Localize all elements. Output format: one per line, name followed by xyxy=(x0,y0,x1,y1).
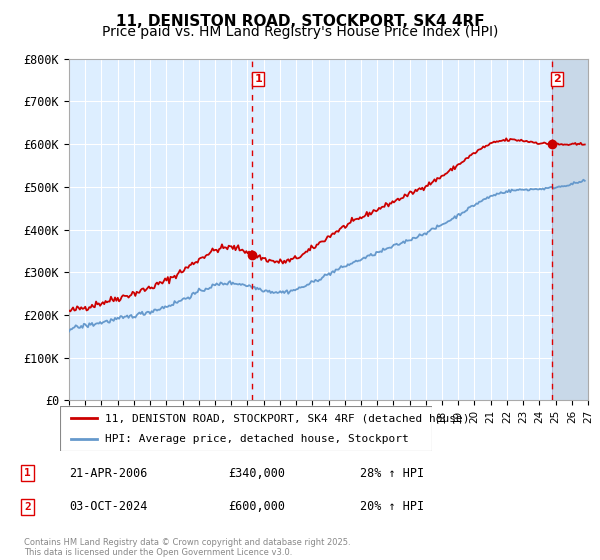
Text: 28% ↑ HPI: 28% ↑ HPI xyxy=(360,466,424,480)
Text: Contains HM Land Registry data © Crown copyright and database right 2025.
This d: Contains HM Land Registry data © Crown c… xyxy=(24,538,350,557)
Text: £600,000: £600,000 xyxy=(228,500,285,514)
Text: 1: 1 xyxy=(24,468,31,478)
Text: Price paid vs. HM Land Registry's House Price Index (HPI): Price paid vs. HM Land Registry's House … xyxy=(102,25,498,39)
Bar xyxy=(551,59,588,400)
Text: 2: 2 xyxy=(24,502,31,512)
Text: £340,000: £340,000 xyxy=(228,466,285,480)
FancyBboxPatch shape xyxy=(60,406,432,451)
Text: 21-APR-2006: 21-APR-2006 xyxy=(69,466,148,480)
Text: 1: 1 xyxy=(254,74,262,84)
Text: 20% ↑ HPI: 20% ↑ HPI xyxy=(360,500,424,514)
Bar xyxy=(551,59,588,400)
Text: 2: 2 xyxy=(553,74,561,84)
Text: 03-OCT-2024: 03-OCT-2024 xyxy=(69,500,148,514)
Text: 11, DENISTON ROAD, STOCKPORT, SK4 4RF: 11, DENISTON ROAD, STOCKPORT, SK4 4RF xyxy=(116,14,484,29)
Text: 11, DENISTON ROAD, STOCKPORT, SK4 4RF (detached house): 11, DENISTON ROAD, STOCKPORT, SK4 4RF (d… xyxy=(104,413,469,423)
Text: HPI: Average price, detached house, Stockport: HPI: Average price, detached house, Stoc… xyxy=(104,434,409,444)
